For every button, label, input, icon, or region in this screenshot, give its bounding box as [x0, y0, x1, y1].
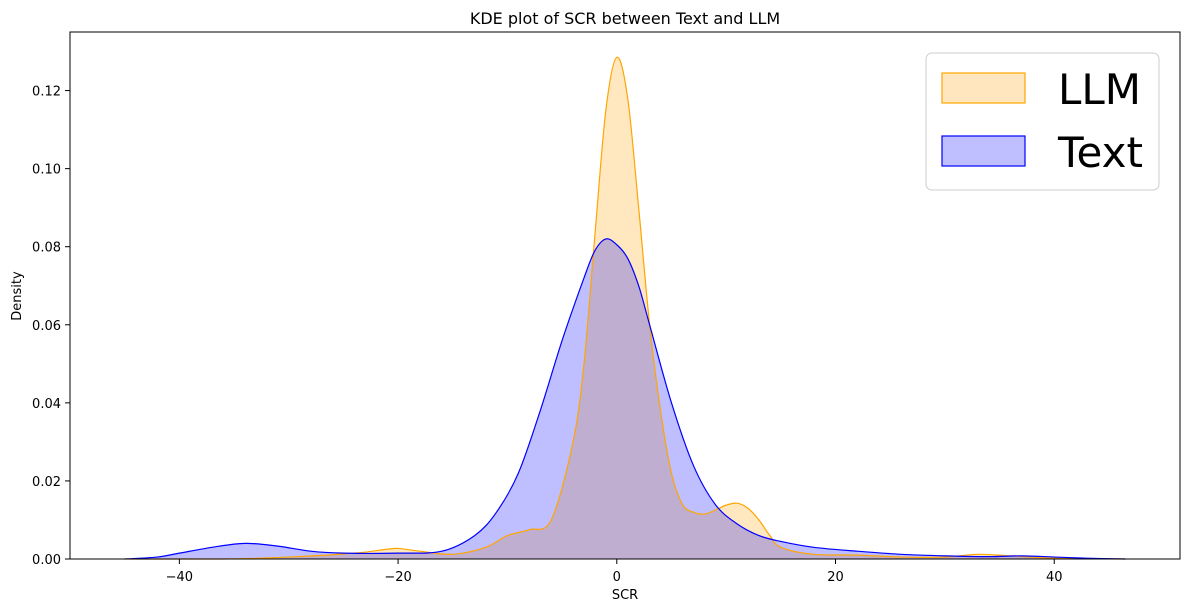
series-lines [124, 56, 1126, 560]
x-tick-label: −20 [384, 570, 411, 585]
plot-frame [69, 31, 1181, 560]
x-tick-label: 0 [613, 570, 621, 585]
series-area-llm [124, 57, 1126, 560]
legend-label-llm: LLM [1058, 65, 1141, 114]
y-axis: 0.00 0.02 0.04 0.06 0.08 0.10 0.12 [32, 85, 70, 568]
legend: LLM Text [925, 52, 1160, 191]
y-tick-label: 0.04 [32, 397, 61, 412]
y-tick-label: 0.00 [32, 553, 61, 568]
chart-title: KDE plot of SCR between Text and LLM [470, 9, 780, 28]
x-tick-label: 40 [1046, 570, 1063, 585]
y-tick-label: 0.02 [32, 475, 61, 490]
series-line-llm [124, 56, 1126, 560]
x-axis: −40 −20 0 20 40 [166, 559, 1063, 585]
y-axis-label: Density [10, 271, 25, 321]
series-line-text [124, 238, 1126, 560]
legend-swatch-llm [941, 72, 1026, 104]
y-tick-label: 0.10 [32, 163, 61, 178]
y-tick-label: 0.08 [32, 241, 61, 256]
series-fills [124, 57, 1126, 560]
x-axis-label: SCR [612, 588, 638, 603]
series-area-text [124, 238, 1126, 560]
x-tick-label: −40 [166, 570, 193, 585]
y-tick-label: 0.12 [32, 85, 61, 100]
x-tick-label: 20 [827, 570, 844, 585]
legend-swatch-text [941, 135, 1026, 167]
y-tick-label: 0.06 [32, 319, 61, 334]
legend-label-text: Text [1057, 128, 1143, 177]
